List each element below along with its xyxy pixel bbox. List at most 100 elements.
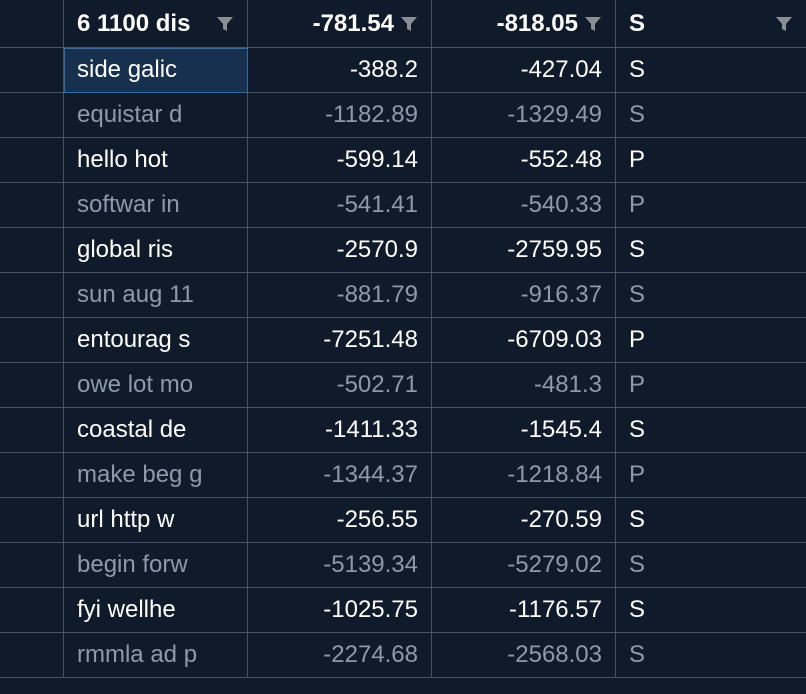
value-b-cell[interactable]: -427.04: [431, 47, 616, 93]
row-number-cell[interactable]: [0, 92, 64, 138]
value-b-cell[interactable]: -6709.03: [431, 317, 616, 363]
text-cell[interactable]: softwar in: [63, 182, 248, 228]
table-row[interactable]: softwar in -541.41 -540.33 P: [0, 182, 806, 228]
row-number-cell[interactable]: [0, 182, 64, 228]
row-number-cell[interactable]: [0, 47, 64, 93]
category-cell[interactable]: P: [615, 137, 806, 183]
filter-icon[interactable]: [775, 15, 793, 33]
category-cell[interactable]: S: [615, 92, 806, 138]
value-b-cell[interactable]: -1176.57: [431, 587, 616, 633]
row-number-cell[interactable]: [0, 542, 64, 588]
value-a-cell[interactable]: -256.55: [247, 497, 432, 543]
filter-icon[interactable]: [400, 15, 418, 33]
table-row[interactable]: rmmla ad p -2274.68 -2568.03 S: [0, 632, 806, 678]
table-row[interactable]: hello hot -599.14 -552.48 P: [0, 137, 806, 183]
value-a-cell[interactable]: -388.2: [247, 47, 432, 93]
value-a-cell[interactable]: -1344.37: [247, 452, 432, 498]
table-row[interactable]: side galic -388.2 -427.04 S: [0, 47, 806, 93]
value-b-cell[interactable]: -270.59: [431, 497, 616, 543]
row-number-cell[interactable]: [0, 587, 64, 633]
filter-icon[interactable]: [584, 15, 602, 33]
column-header-category[interactable]: S: [615, 0, 806, 48]
value-b-cell[interactable]: -5279.02: [431, 542, 616, 588]
table-row[interactable]: sun aug 11 -881.79 -916.37 S: [0, 272, 806, 318]
text-cell[interactable]: coastal de: [63, 407, 248, 453]
row-number-cell[interactable]: [0, 272, 64, 318]
text-cell[interactable]: fyi wellhe: [63, 587, 248, 633]
text-cell[interactable]: global ris: [63, 227, 248, 273]
value-b-cell[interactable]: -2568.03: [431, 632, 616, 678]
category-cell[interactable]: S: [615, 272, 806, 318]
text-cell[interactable]: entourag s: [63, 317, 248, 363]
table-row[interactable]: owe lot mo -502.71 -481.3 P: [0, 362, 806, 408]
category-cell[interactable]: P: [615, 182, 806, 228]
text-cell[interactable]: begin forw: [63, 542, 248, 588]
column-header-text[interactable]: 6 1100 dis: [63, 0, 248, 48]
header-row-number: [0, 0, 64, 48]
value-a-cell[interactable]: -599.14: [247, 137, 432, 183]
value-a-cell[interactable]: -1182.89: [247, 92, 432, 138]
category-cell[interactable]: S: [615, 632, 806, 678]
category-cell[interactable]: P: [615, 452, 806, 498]
value-b-cell[interactable]: -916.37: [431, 272, 616, 318]
row-number-cell[interactable]: [0, 362, 64, 408]
category-cell[interactable]: S: [615, 542, 806, 588]
text-cell[interactable]: hello hot: [63, 137, 248, 183]
text-cell[interactable]: rmmla ad p: [63, 632, 248, 678]
category-cell[interactable]: S: [615, 587, 806, 633]
column-header-value-a[interactable]: -781.54: [247, 0, 432, 48]
value-a-cell[interactable]: -881.79: [247, 272, 432, 318]
row-number-cell[interactable]: [0, 317, 64, 363]
value-b-cell[interactable]: -1545.4: [431, 407, 616, 453]
category-cell[interactable]: P: [615, 317, 806, 363]
value-a-cell[interactable]: -502.71: [247, 362, 432, 408]
value-a-cell[interactable]: -541.41: [247, 182, 432, 228]
row-number-cell[interactable]: [0, 497, 64, 543]
row-number-cell[interactable]: [0, 452, 64, 498]
filter-icon[interactable]: [216, 15, 234, 33]
value-a-cell[interactable]: -1411.33: [247, 407, 432, 453]
value-b-cell[interactable]: -481.3: [431, 362, 616, 408]
text-cell[interactable]: owe lot mo: [63, 362, 248, 408]
table-row[interactable]: begin forw -5139.34 -5279.02 S: [0, 542, 806, 588]
data-table: 6 1100 dis -781.54: [0, 0, 806, 678]
column-header-label: -818.05: [496, 10, 578, 37]
row-number-cell[interactable]: [0, 137, 64, 183]
text-cell[interactable]: side galic: [63, 47, 248, 93]
header-row: 6 1100 dis -781.54: [0, 0, 806, 48]
text-cell[interactable]: make beg g: [63, 452, 248, 498]
value-a-cell[interactable]: -7251.48: [247, 317, 432, 363]
row-number-cell[interactable]: [0, 407, 64, 453]
value-b-cell[interactable]: -2759.95: [431, 227, 616, 273]
value-a-cell[interactable]: -2570.9: [247, 227, 432, 273]
table-row[interactable]: equistar d -1182.89 -1329.49 S: [0, 92, 806, 138]
value-b-cell[interactable]: -552.48: [431, 137, 616, 183]
text-cell[interactable]: sun aug 11: [63, 272, 248, 318]
column-header-label: -781.54: [312, 10, 394, 37]
table-row[interactable]: url http w -256.55 -270.59 S: [0, 497, 806, 543]
value-b-cell[interactable]: -1218.84: [431, 452, 616, 498]
category-cell[interactable]: S: [615, 227, 806, 273]
text-cell[interactable]: url http w: [63, 497, 248, 543]
table-row[interactable]: make beg g -1344.37 -1218.84 P: [0, 452, 806, 498]
category-cell[interactable]: S: [615, 407, 806, 453]
value-a-cell[interactable]: -5139.34: [247, 542, 432, 588]
value-b-cell[interactable]: -540.33: [431, 182, 616, 228]
table-row[interactable]: global ris -2570.9 -2759.95 S: [0, 227, 806, 273]
category-cell[interactable]: S: [615, 47, 806, 93]
table-row[interactable]: entourag s -7251.48 -6709.03 P: [0, 317, 806, 363]
value-a-cell[interactable]: -2274.68: [247, 632, 432, 678]
text-cell[interactable]: equistar d: [63, 92, 248, 138]
value-a-cell[interactable]: -1025.75: [247, 587, 432, 633]
category-cell[interactable]: P: [615, 362, 806, 408]
value-b-cell[interactable]: -1329.49: [431, 92, 616, 138]
column-header-label: 6 1100 dis: [77, 10, 191, 37]
column-header-label: S: [629, 10, 646, 37]
row-number-cell[interactable]: [0, 227, 64, 273]
category-cell[interactable]: S: [615, 497, 806, 543]
table-row[interactable]: coastal de -1411.33 -1545.4 S: [0, 407, 806, 453]
row-number-cell[interactable]: [0, 632, 64, 678]
table-row[interactable]: fyi wellhe -1025.75 -1176.57 S: [0, 587, 806, 633]
column-header-value-b[interactable]: -818.05: [431, 0, 616, 48]
